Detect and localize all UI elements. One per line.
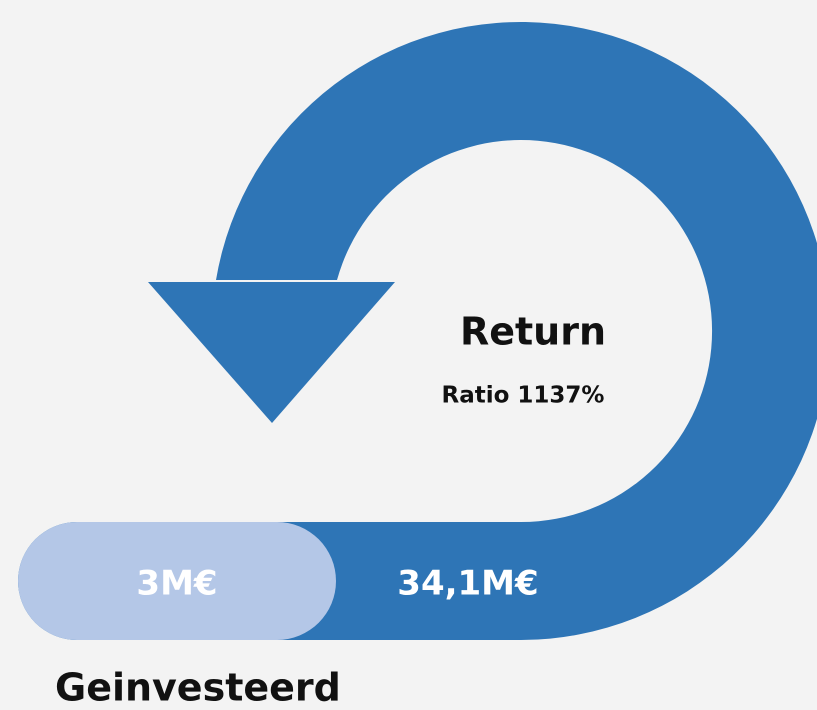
invested-amount: 3M€ xyxy=(136,564,217,604)
invested-label: Geinvesteerd xyxy=(55,666,341,710)
arrow-head xyxy=(148,282,395,423)
return-title: Return xyxy=(460,310,606,354)
return-ratio: Ratio 1137% xyxy=(442,383,605,409)
invested-pill xyxy=(18,522,336,640)
return-amount: 34,1M€ xyxy=(397,564,538,604)
